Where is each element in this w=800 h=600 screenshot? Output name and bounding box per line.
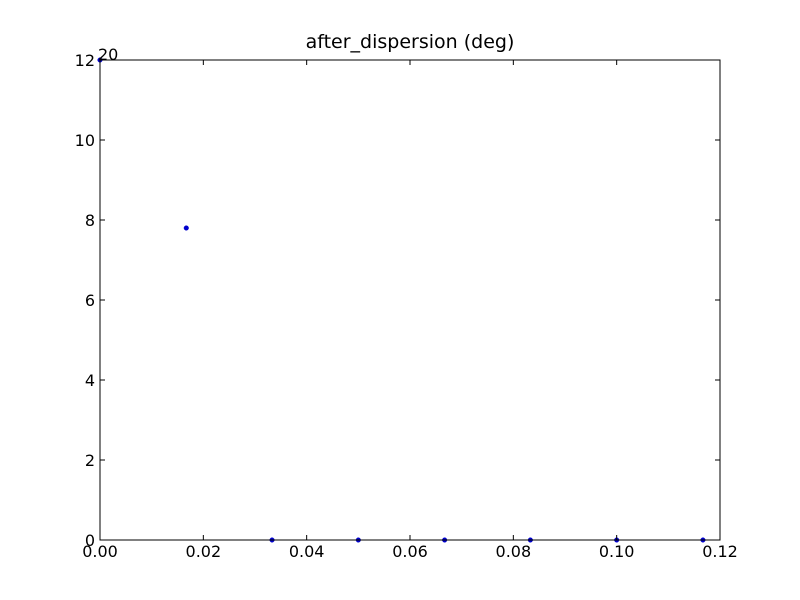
y-tick-label: 4 — [85, 371, 95, 390]
x-tick-label: 0.12 — [702, 542, 738, 561]
y-tick-label: 0 — [85, 531, 95, 550]
x-tick-label: 0.08 — [496, 542, 532, 561]
y-tick-label: 10 — [75, 131, 95, 150]
y-tick-label: 8 — [85, 211, 95, 230]
data-point — [183, 225, 189, 231]
x-tick-label: 0.06 — [392, 542, 428, 561]
axes: 0.00 0.02 0.04 0.06 0.08 0.10 0.12 0 2 4 6 8 10 12 — [75, 51, 738, 561]
y-tick-label: 6 — [85, 291, 95, 310]
x-tick-label: 0.04 — [289, 542, 325, 561]
y-tick-label: 12 — [75, 51, 95, 70]
x-tick-label: 0.02 — [186, 542, 222, 561]
x-tick-label: 0.00 — [82, 542, 118, 561]
chart-title: after_dispersion (deg) — [306, 31, 515, 53]
annotation-label: 20 — [98, 45, 118, 64]
x-tick-label: 0.10 — [599, 542, 635, 561]
y-tick-label: 2 — [85, 451, 95, 470]
